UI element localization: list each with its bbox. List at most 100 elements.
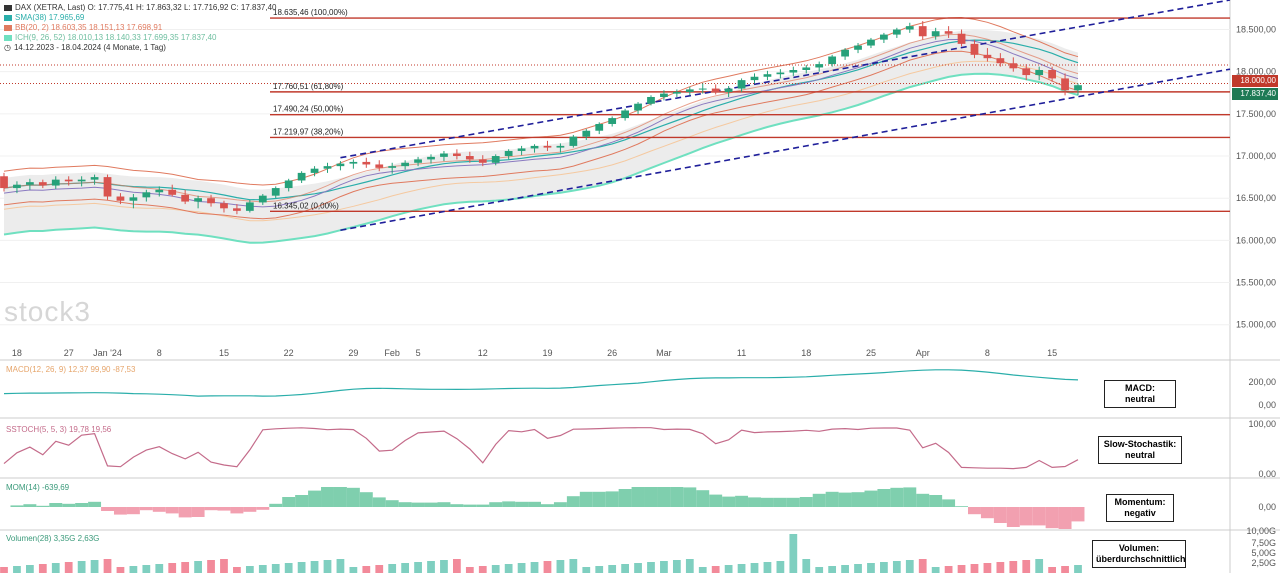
macd-line bbox=[3, 369, 1079, 397]
y-tick-label: 17.500,00 bbox=[1236, 109, 1276, 119]
candle-body bbox=[51, 179, 60, 186]
momentum-status: Momentum: negativ bbox=[1106, 494, 1174, 522]
vol-y-tick: 10,00G bbox=[1246, 526, 1276, 536]
momentum-bar bbox=[644, 487, 658, 507]
candle-body bbox=[427, 156, 435, 160]
candle-body bbox=[194, 198, 202, 202]
volume-bar bbox=[504, 564, 513, 573]
volume-bar bbox=[116, 567, 125, 573]
candle-body bbox=[789, 70, 798, 73]
candle-body bbox=[478, 159, 487, 163]
volume-bar bbox=[168, 563, 177, 573]
momentum-bar bbox=[204, 507, 218, 511]
volume-bar bbox=[724, 565, 733, 573]
volume-bar bbox=[1022, 560, 1031, 573]
stoch-line bbox=[3, 427, 1079, 470]
legend-symbol: DAX (XETRA, Last) O: 17.775,41 H: 17.863… bbox=[4, 3, 277, 13]
momentum-bar bbox=[748, 497, 761, 507]
momentum-bar bbox=[916, 493, 930, 507]
candle-body bbox=[258, 195, 267, 203]
volume-bar bbox=[465, 567, 474, 573]
volume-bar bbox=[556, 560, 565, 573]
vol-y-tick: 2,50G bbox=[1251, 558, 1276, 568]
candle-body bbox=[1035, 70, 1044, 76]
momentum-bar bbox=[838, 492, 852, 507]
candle-body bbox=[931, 31, 940, 37]
volume-bar bbox=[271, 564, 280, 573]
candle-body bbox=[362, 161, 371, 165]
volume-bar bbox=[931, 567, 940, 573]
volume-bar bbox=[103, 559, 112, 573]
candle-body bbox=[750, 76, 759, 81]
volume-bar bbox=[750, 563, 759, 573]
candle-body bbox=[996, 58, 1005, 64]
volume-bar bbox=[698, 567, 707, 573]
volume-bar bbox=[892, 561, 901, 573]
fib-level-label: 17.219,97 (38,20%) bbox=[273, 127, 344, 136]
volume-bar bbox=[1009, 561, 1018, 573]
volume-bar bbox=[672, 560, 681, 573]
candle-body bbox=[608, 118, 617, 124]
momentum-label: MOM(14) -639,69 bbox=[6, 483, 70, 492]
candle-body bbox=[905, 26, 914, 30]
momentum-bar bbox=[735, 495, 749, 507]
candle-body bbox=[737, 80, 746, 89]
x-tick-label: 27 bbox=[64, 348, 74, 358]
momentum-bar bbox=[980, 507, 994, 519]
candle-body bbox=[1009, 63, 1018, 69]
volume-bar bbox=[13, 566, 21, 573]
legend-range: ◷ 14.12.2023 - 18.04.2024 (4 Monate, 1 Ta… bbox=[4, 43, 166, 52]
fib-level-label: 17.490,24 (50,00%) bbox=[273, 105, 344, 114]
x-tick-label: 15 bbox=[1047, 348, 1057, 358]
momentum-bar bbox=[851, 492, 865, 507]
momentum-bar bbox=[812, 493, 826, 507]
momentum-bar bbox=[191, 507, 205, 517]
volume-bar bbox=[957, 565, 966, 573]
momentum-bar bbox=[256, 507, 270, 510]
candle-body bbox=[388, 166, 397, 168]
candle-body bbox=[401, 162, 410, 167]
candle-body bbox=[970, 43, 979, 55]
momentum-bar bbox=[346, 487, 360, 507]
candle-body bbox=[517, 148, 526, 151]
vol-y-tick: 7,50G bbox=[1251, 538, 1276, 548]
momentum-bar bbox=[825, 491, 839, 507]
volume-bar bbox=[25, 565, 34, 573]
momentum-bar bbox=[489, 502, 503, 507]
x-tick-label: 8 bbox=[157, 348, 162, 358]
volume-bar bbox=[530, 562, 539, 573]
candle-body bbox=[64, 179, 73, 182]
candle-body bbox=[815, 64, 824, 68]
candle-body bbox=[336, 163, 345, 167]
volume-bar bbox=[569, 559, 578, 573]
candle-body bbox=[0, 176, 8, 189]
candle-body bbox=[776, 72, 785, 75]
candle-body bbox=[297, 172, 306, 181]
volume-bar bbox=[815, 567, 824, 573]
momentum-bar bbox=[1071, 507, 1085, 522]
momentum-bar bbox=[502, 501, 516, 507]
momentum-bar bbox=[49, 503, 63, 507]
macd-label: MACD(12, 26, 9) 12,37 99,90 -87,53 bbox=[6, 365, 136, 374]
volume-bar bbox=[453, 559, 461, 573]
fib-level-label: 17.760,51 (61,80%) bbox=[273, 82, 344, 91]
watermark: stock3 bbox=[4, 296, 91, 327]
volume-bar bbox=[440, 560, 448, 573]
y-tick-label: 15.500,00 bbox=[1236, 278, 1276, 288]
candle-body bbox=[569, 136, 578, 146]
candle-body bbox=[841, 49, 849, 57]
volume-bar bbox=[362, 566, 371, 573]
y-tick-label: 17.000,00 bbox=[1236, 151, 1276, 161]
candle-body bbox=[621, 110, 629, 119]
channel-upper-line bbox=[340, 0, 1231, 159]
volume-bar bbox=[841, 565, 849, 573]
candle-body bbox=[38, 182, 47, 186]
y-tick-label: 18.000,00 bbox=[1236, 67, 1276, 77]
volume-bar bbox=[1074, 565, 1082, 573]
volume-bar bbox=[608, 565, 617, 573]
momentum-bar bbox=[385, 500, 399, 507]
volume-bar bbox=[38, 564, 47, 573]
volume-bar bbox=[595, 566, 604, 573]
momentum-bar bbox=[670, 487, 684, 507]
